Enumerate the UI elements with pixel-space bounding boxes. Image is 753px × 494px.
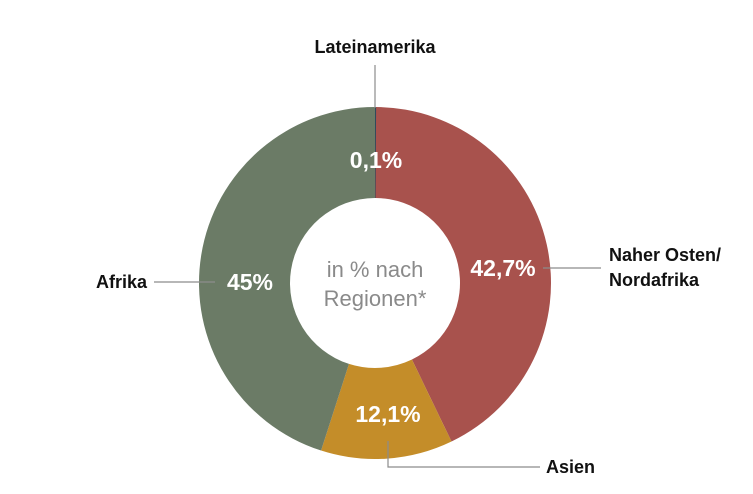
donut-slices — [198, 107, 551, 460]
value-label-naher-osten: 42,7% — [470, 255, 535, 281]
center-label-line-1: in % nach — [327, 257, 424, 282]
category-label-lateinamerika: Lateinamerika — [314, 37, 436, 57]
leader-lines — [154, 65, 601, 468]
category-label-naher-osten-line-2: Nordafrika — [609, 270, 700, 290]
category-label-afrika: Afrika — [96, 272, 148, 292]
value-label-afrika: 45% — [227, 269, 273, 295]
value-label-asien: 12,1% — [355, 401, 420, 427]
leader-asien — [387, 441, 540, 468]
value-label-lateinamerika: 0,1% — [350, 147, 402, 173]
center-label-line-2: Regionen* — [324, 286, 427, 311]
slice-afrika — [198, 107, 375, 451]
slice-asien — [321, 359, 452, 460]
category-label-naher-osten-line-1: Naher Osten/ — [609, 245, 721, 265]
category-label-asien: Asien — [546, 457, 595, 477]
slice-naher-osten — [375, 107, 551, 442]
